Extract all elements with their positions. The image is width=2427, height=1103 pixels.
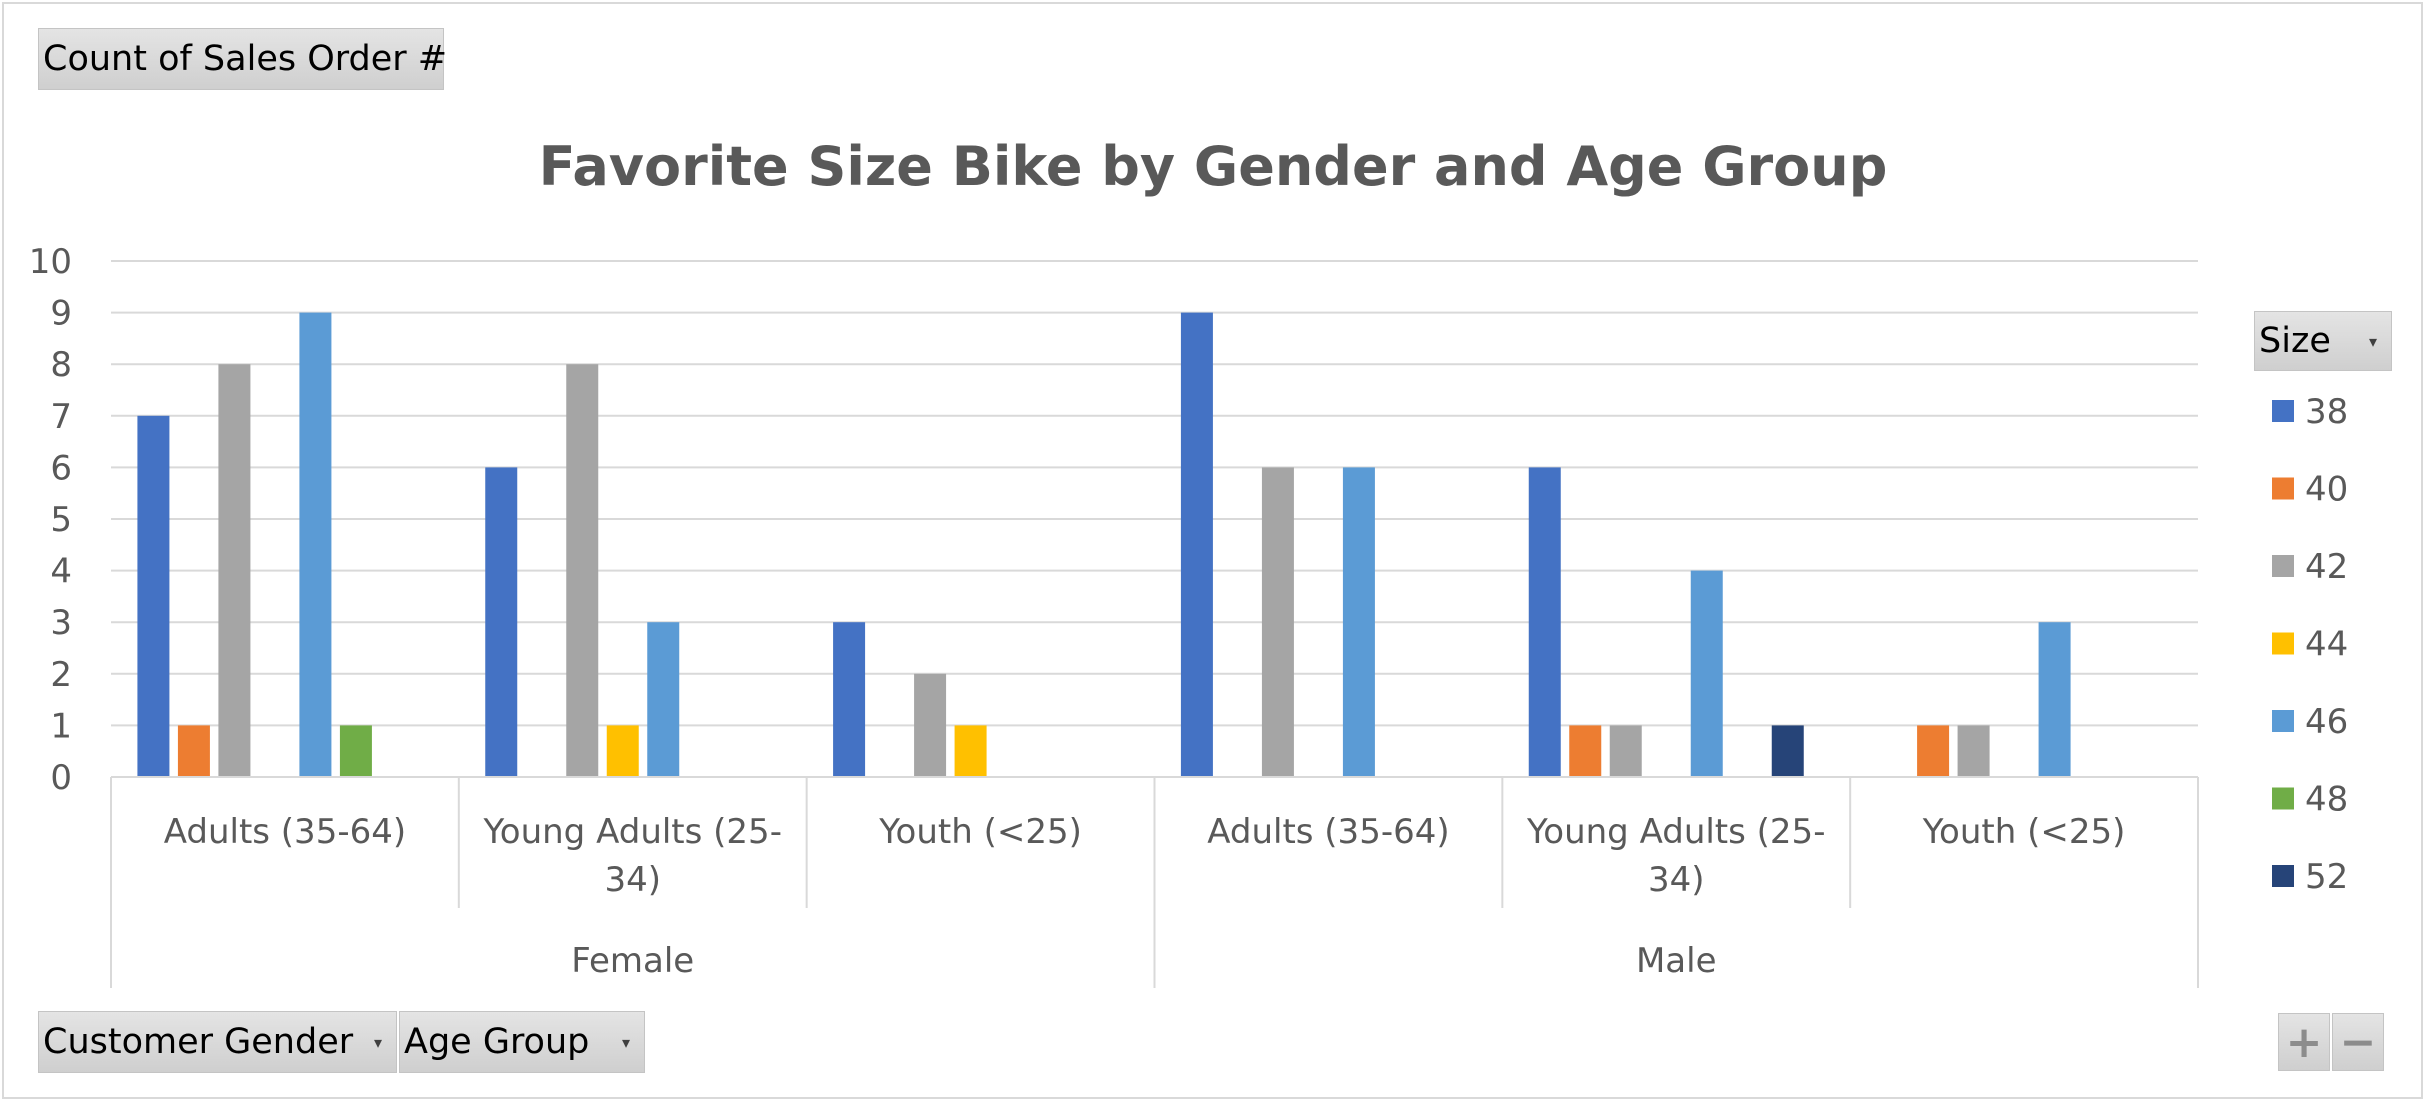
value-field-button[interactable]: Count of Sales Order # <box>38 28 448 90</box>
dropdown-arrow-icon: ▾ <box>621 1032 630 1052</box>
plus-icon: + <box>2285 1016 2323 1068</box>
y-tick-label: 5 <box>50 500 72 540</box>
bar-size-38 <box>137 415 170 777</box>
y-tick-label: 7 <box>50 397 72 437</box>
bar-size-46 <box>647 622 680 777</box>
y-tick-label: 8 <box>50 345 72 385</box>
bar-size-38 <box>1528 467 1561 777</box>
bar-size-38 <box>1180 312 1213 777</box>
bar-size-42 <box>1261 467 1294 777</box>
bar-size-40 <box>1569 725 1602 777</box>
y-tick-label: 9 <box>50 294 72 334</box>
bar-size-42 <box>914 673 947 777</box>
legend-swatch <box>2272 632 2294 655</box>
chart-title: Favorite Size Bike by Gender and Age Gro… <box>539 135 1888 198</box>
legend-label: 44 <box>2305 625 2348 665</box>
legend-title: Size <box>2259 321 2331 361</box>
age-group-field-button[interactable]: Age Group ▾ <box>399 1011 645 1073</box>
category-label: Adults (35-64) <box>164 812 406 852</box>
legend-label: 46 <box>2305 702 2348 742</box>
gridlines <box>111 260 2198 778</box>
legend-field-button[interactable]: Size ▾ <box>2254 311 2392 371</box>
y-tick-label: 0 <box>50 758 72 798</box>
bar-size-46 <box>299 312 332 777</box>
legend-label: 40 <box>2305 470 2348 510</box>
bar-size-42 <box>1957 725 1990 777</box>
legend-swatch <box>2272 477 2294 500</box>
legend-label: 38 <box>2305 392 2348 432</box>
legend-label: 42 <box>2305 547 2348 587</box>
value-field-label: Count of Sales Order # <box>43 39 448 79</box>
age-group-label: Age Group <box>404 1022 590 1062</box>
minus-icon: − <box>2339 1016 2377 1068</box>
bar-size-46 <box>1690 570 1723 777</box>
dropdown-arrow-icon: ▾ <box>373 1032 382 1052</box>
bar-size-42 <box>1609 725 1642 777</box>
category-label: Youth (<25) <box>878 812 1082 852</box>
category-label: Young Adults (25-34) <box>483 812 782 900</box>
expand-field-button[interactable]: + <box>2278 1013 2330 1071</box>
category-label: Adults (35-64) <box>1207 812 1449 852</box>
y-tick-label: 4 <box>50 552 72 592</box>
bar-size-42 <box>218 364 251 777</box>
y-tick-label: 1 <box>50 706 72 746</box>
bar-size-48 <box>339 725 372 777</box>
legend-swatch <box>2272 710 2294 732</box>
legend-swatch <box>2272 555 2294 577</box>
bar-size-44 <box>954 725 987 777</box>
category-label: Youth (<25) <box>1922 812 2126 852</box>
legend-swatch <box>2272 865 2294 887</box>
group-label: Female <box>571 941 694 981</box>
dropdown-arrow-icon: ▾ <box>2368 331 2377 351</box>
bar-size-52 <box>1771 725 1804 777</box>
bar-size-38 <box>833 622 866 777</box>
legend: 38 40 42 44 46 48 52 <box>2272 392 2348 897</box>
bar-size-40 <box>1917 725 1950 777</box>
bar-size-38 <box>485 467 518 777</box>
collapse-field-button[interactable]: − <box>2332 1013 2384 1071</box>
legend-swatch <box>2272 400 2294 422</box>
customer-gender-label: Customer Gender <box>43 1022 354 1062</box>
bar-size-40 <box>177 725 210 777</box>
y-tick-label: 6 <box>50 448 72 488</box>
bar-size-46 <box>2038 622 2071 777</box>
bar-size-46 <box>1342 467 1375 777</box>
y-tick-label: 2 <box>50 655 72 695</box>
legend-label: 52 <box>2305 857 2348 897</box>
customer-gender-field-button[interactable]: Customer Gender ▾ <box>38 1011 397 1073</box>
y-tick-label: 3 <box>50 603 72 643</box>
y-tick-label: 10 <box>29 242 72 282</box>
bar-size-44 <box>606 725 639 777</box>
legend-swatch <box>2272 787 2294 810</box>
category-label: Young Adults (25-34) <box>1526 812 1825 900</box>
bar-size-42 <box>566 364 599 777</box>
x-axis: Adults (35-64) Young Adults (25-34) Youth … <box>110 776 2199 988</box>
group-label: Male <box>1636 941 1717 981</box>
y-axis: 0 1 2 3 4 5 6 7 8 9 10 <box>29 242 72 798</box>
bars <box>137 312 2071 777</box>
legend-label: 48 <box>2305 780 2348 820</box>
